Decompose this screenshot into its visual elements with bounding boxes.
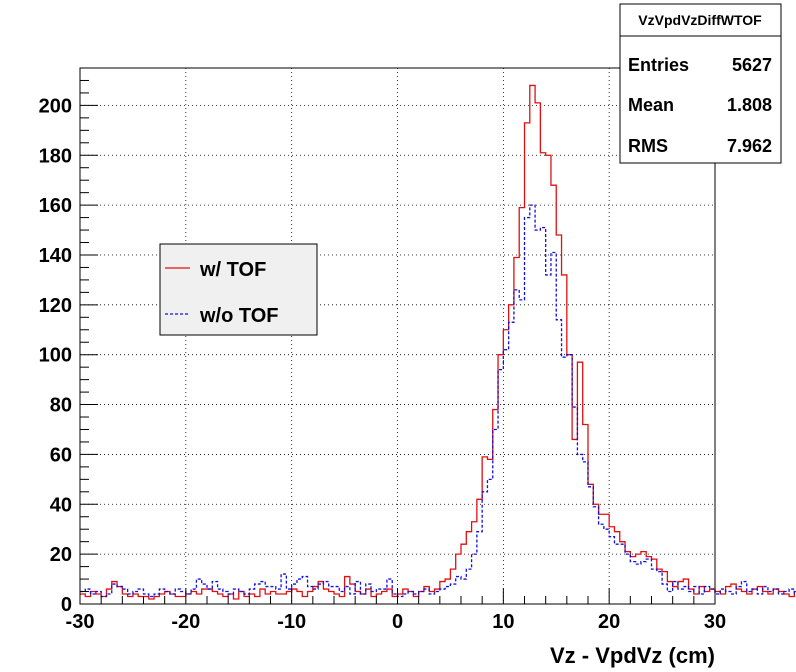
legend-box: w/ TOF w/o TOF [159,243,318,336]
legend-label-with-tof: w/ TOF [199,259,266,281]
histogram-line [80,84,796,600]
stats-rms-label: RMS [628,136,668,156]
legend-label-without-tof: w/o TOF [199,305,279,327]
x-tick-label: 20 [598,611,620,633]
series-with-tof [80,84,796,600]
x-tick-label: -20 [171,611,200,633]
y-tick-label: 100 [39,345,72,367]
stats-entries-label: Entries [628,55,689,75]
y-tick-label: 140 [39,245,72,267]
x-tick-label: 0 [392,611,403,633]
stats-rms-value: 7.962 [727,136,772,156]
stats-mean-value: 1.808 [727,95,772,115]
x-axis-title: Vz - VpdVz (cm) [550,643,715,668]
x-tick-label: -10 [277,611,306,633]
y-tick-label: 160 [39,195,72,217]
stats-entries-value: 5627 [732,55,772,75]
y-tick-label: 80 [50,395,72,417]
y-tick-label: 180 [39,145,72,167]
y-tick-label: 20 [50,544,72,566]
y-tick-label: 200 [39,95,72,117]
stats-mean-label: Mean [628,95,674,115]
histogram-line [80,204,796,598]
y-tick-label: 0 [61,594,72,616]
series-layer [80,84,796,600]
y-tick-label: 60 [50,444,72,466]
x-tick-label: 10 [492,611,514,633]
axes: -30 -20 -10 0 10 20 30 0 20 40 60 80 100 120 140 160 180… [39,67,726,633]
series-without-tof [80,204,796,598]
x-tick-label: -30 [66,611,95,633]
y-tick-label: 120 [39,295,72,317]
y-tick-label: 40 [50,494,72,516]
stats-title: VzVpdVzDiffWTOF [638,12,762,28]
x-tick-label: 30 [704,611,726,633]
stats-box: VzVpdVzDiffWTOF Entries 5627 Mean 1.808 … [619,3,782,164]
